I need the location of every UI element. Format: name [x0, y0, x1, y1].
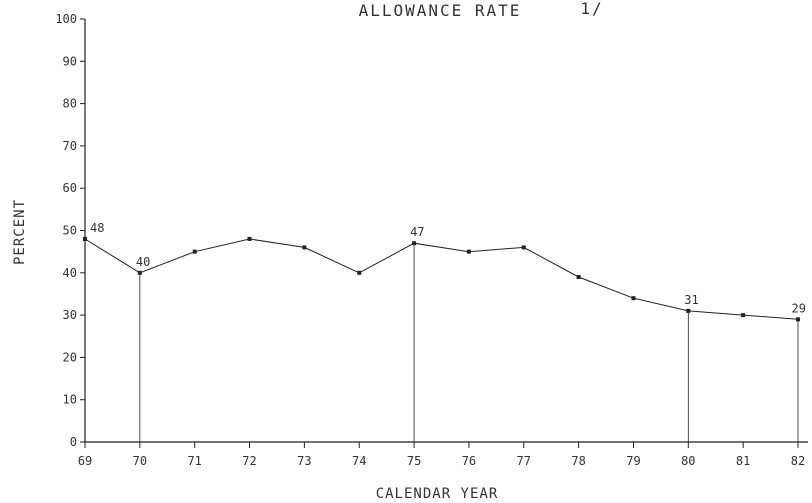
data-point: [576, 275, 581, 280]
x-tick-label: 70: [133, 454, 147, 468]
x-axis-title: CALENDAR YEAR: [376, 486, 499, 502]
x-tick-label: 71: [187, 454, 201, 468]
chart-axes: 0 10 20 30 40 50 60 70 80 90 100 69 70 71 72 73 74 75 76 77…: [55, 12, 808, 468]
data-label: 29: [792, 301, 806, 315]
data-point: [137, 270, 142, 275]
x-tick-label: 73: [297, 454, 311, 468]
x-tick-label: 76: [462, 454, 476, 468]
data-point: [686, 308, 691, 313]
data-label: 40: [136, 255, 150, 269]
y-tick-label: 90: [63, 54, 77, 68]
data-label: 47: [410, 225, 424, 239]
x-tick-label: 79: [626, 454, 640, 468]
x-tick-label: 78: [571, 454, 585, 468]
data-label: 31: [684, 293, 698, 307]
y-tick-label: 70: [63, 139, 77, 153]
y-tick-label: 40: [63, 266, 77, 280]
x-tick-label: 69: [78, 454, 92, 468]
data-point: [521, 245, 526, 250]
y-tick-label: 80: [63, 97, 77, 111]
y-tick-label: 10: [63, 393, 77, 407]
y-tick-label: 60: [63, 181, 77, 195]
drop-lines: [139, 243, 799, 442]
y-axis-title: PERCENT: [12, 199, 28, 265]
y-tick-label: 0: [70, 435, 77, 449]
y-tick-label: 100: [55, 12, 77, 26]
data-point: [357, 270, 362, 275]
data-point: [247, 236, 252, 241]
data-point: [796, 317, 800, 322]
x-tick-label: 75: [407, 454, 421, 468]
data-point: [741, 313, 746, 318]
data-label: 48: [90, 221, 104, 235]
data-point: [83, 236, 87, 241]
label-group: 48 40 47 31 29: [90, 221, 806, 315]
chart-title: ALLOWANCE RATE: [359, 1, 522, 20]
data-point: [302, 245, 307, 250]
series-line: [84, 238, 799, 320]
y-tick-label: 30: [63, 308, 77, 322]
y-tick-label: 20: [63, 350, 77, 364]
data-point: [466, 249, 471, 254]
x-tick-label: 80: [681, 454, 695, 468]
x-tick-label: 74: [352, 454, 366, 468]
data-point: [192, 249, 197, 254]
chart-title-footnote: 1/: [580, 0, 603, 18]
data-point: [631, 296, 636, 301]
x-tick-label: 72: [242, 454, 256, 468]
y-tick-label: 50: [63, 224, 77, 238]
x-tick-label: 77: [517, 454, 531, 468]
x-tick-label: 82: [791, 454, 805, 468]
series-group: [83, 236, 800, 322]
data-point: [412, 241, 417, 246]
x-tick-label: 81: [736, 454, 750, 468]
